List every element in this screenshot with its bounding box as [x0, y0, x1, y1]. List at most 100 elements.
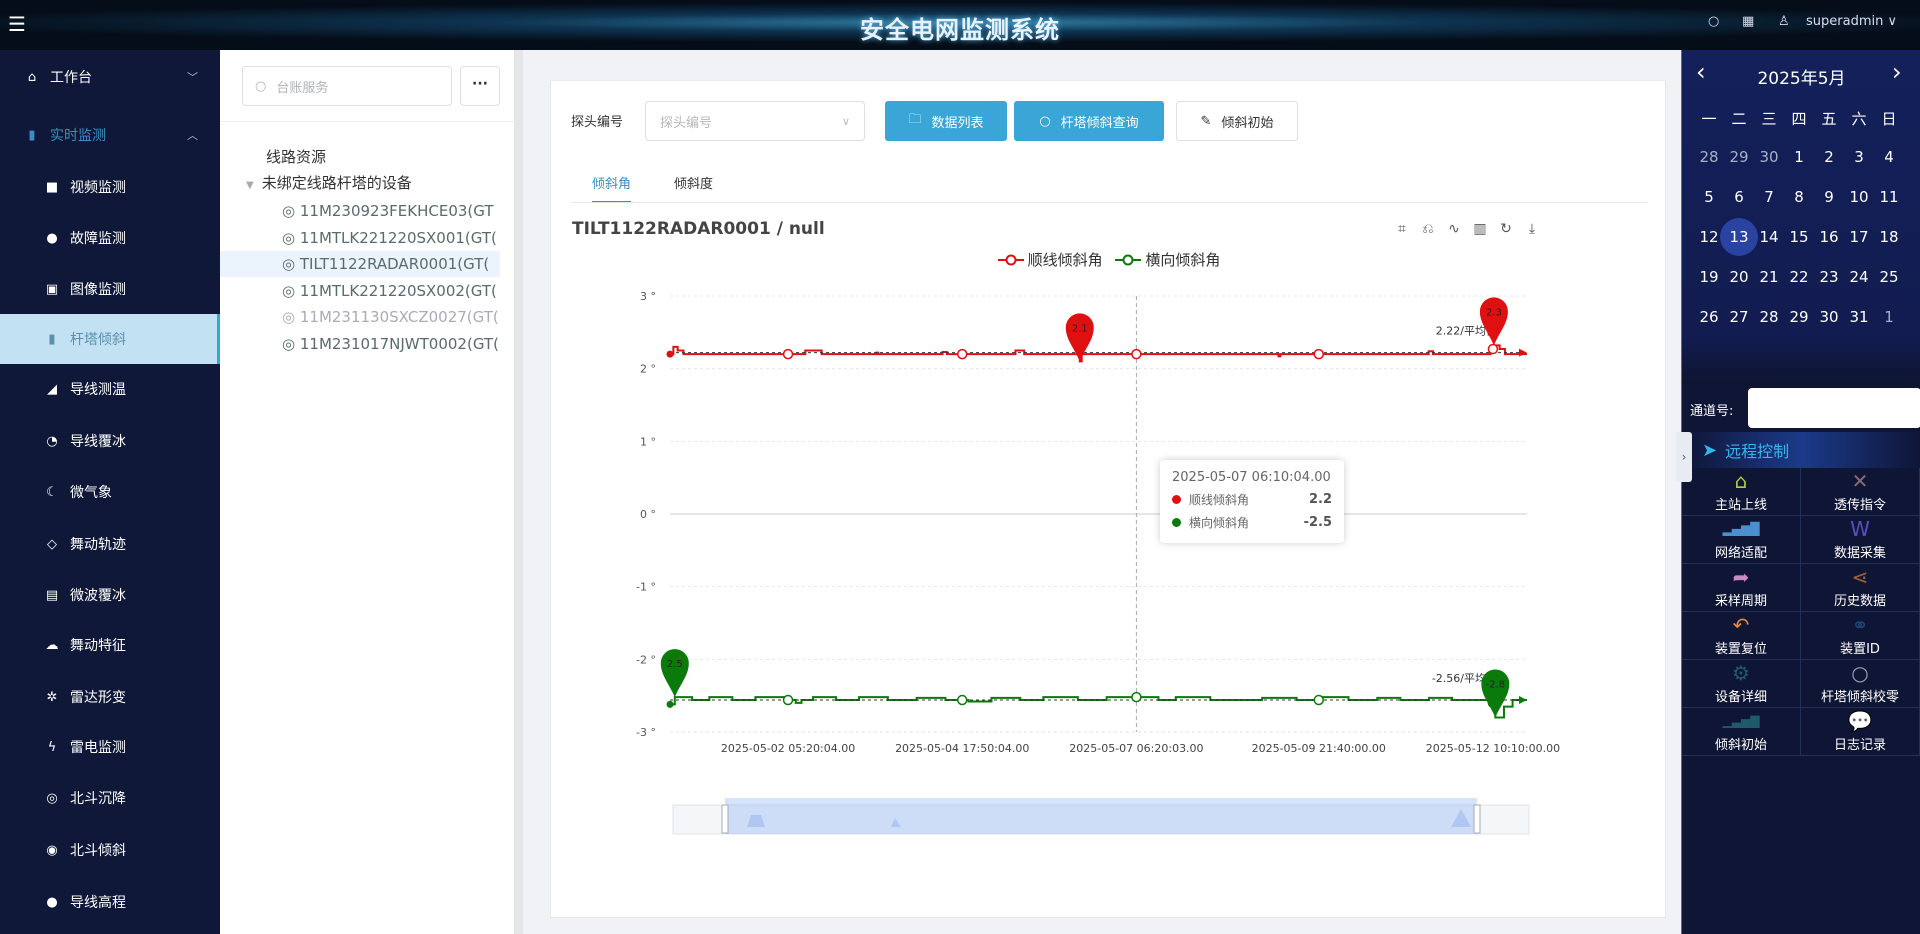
data-point[interactable]	[1131, 691, 1142, 703]
calendar-day[interactable]: 4	[1884, 148, 1894, 166]
user-icon[interactable]: ♙	[1778, 14, 1790, 29]
tilt-init-button[interactable]: ✎ 倾斜初始	[1176, 101, 1298, 141]
sidebar-item[interactable]: ▮ 杆塔倾斜	[0, 314, 220, 364]
remote-command-button[interactable]: ○ 杆塔倾斜校零	[1801, 660, 1920, 708]
sidebar-item[interactable]: ◔ 导线覆冰	[0, 416, 220, 466]
sidebar-item[interactable]: ● 故障监测	[0, 213, 220, 263]
remote-command-button[interactable]: 💬 日志记录	[1801, 708, 1920, 756]
remote-command-button[interactable]: ✕ 透传指令	[1801, 468, 1920, 516]
prev-month-button[interactable]: ‹	[1696, 58, 1706, 86]
zoom-reset-icon[interactable]: ⎌	[1422, 221, 1434, 237]
sidebar-item[interactable]: ◢ 导线测温	[0, 364, 220, 414]
tilt-chart[interactable]: 3 ° 2 ° 1 ° 0 ° -1 ° -2 ° -3 ° 2025-05-02 05:20…	[551, 81, 1667, 919]
tree-device-item[interactable]: ◎ 11MTLK221220SX001(GT(	[220, 225, 500, 251]
calendar-day[interactable]: 1	[1884, 308, 1894, 326]
tree-group[interactable]: ▼ 未绑定线路杆塔的设备	[220, 170, 500, 196]
data-zoom-slider[interactable]	[672, 798, 1530, 835]
data-point[interactable]	[782, 694, 794, 706]
sidebar-item[interactable]: ▤ 微波覆冰	[0, 570, 220, 620]
sidebar-item[interactable]: ■ 视频监测	[0, 162, 220, 212]
sidebar-item[interactable]: ▮ 实时监测 ︿	[0, 110, 220, 160]
more-button[interactable]: ···	[460, 66, 500, 106]
calendar-day[interactable]: 22	[1789, 268, 1809, 286]
calendar-day[interactable]: 17	[1849, 228, 1869, 246]
data-point[interactable]	[956, 348, 968, 360]
user-card-icon[interactable]: ▦	[1742, 14, 1755, 29]
calendar-day[interactable]: 2	[1824, 148, 1834, 166]
calendar-day[interactable]: 28	[1759, 308, 1779, 326]
calendar-day[interactable]: 11	[1879, 188, 1899, 206]
remote-command-button[interactable]: ⚭ 装置ID	[1801, 612, 1920, 660]
sidebar-item[interactable]: ϟ 雷电监测	[0, 722, 220, 772]
remote-command-button[interactable]: ⚙ 设备详细	[1682, 660, 1801, 708]
restore-icon[interactable]: ↻	[1500, 221, 1512, 237]
data-point[interactable]	[1313, 694, 1324, 706]
calendar-day[interactable]: 12	[1699, 228, 1719, 246]
data-point[interactable]	[1487, 343, 1499, 355]
user-menu[interactable]: superadmin ∨	[1806, 14, 1897, 29]
remote-command-button[interactable]: ➦ 采样周期	[1682, 564, 1801, 612]
remote-command-button[interactable]: W 数据采集	[1801, 516, 1920, 564]
legend-item-series-1[interactable]: 顺线倾斜角	[997, 249, 1103, 270]
sidebar-item[interactable]: ● 导线高程	[0, 877, 220, 927]
menu-icon[interactable]: ☰	[8, 12, 26, 36]
zoom-icon[interactable]: ⌗	[1398, 221, 1406, 237]
tree-device-item[interactable]: ◎ 11M231017NJWT0002(GT(	[220, 331, 500, 357]
calendar-day[interactable]: 7	[1764, 188, 1774, 206]
calendar-day-today[interactable]: 13	[1720, 218, 1758, 256]
next-month-button[interactable]: ›	[1892, 58, 1902, 86]
remote-command-button[interactable]: ▂▄▆█ 网络适配	[1682, 516, 1801, 564]
tree-device-item[interactable]: ◎ 11M230923FEKHCE03(GT	[220, 198, 500, 224]
calendar-day[interactable]: 15	[1789, 228, 1809, 246]
calendar-day[interactable]: 26	[1699, 308, 1719, 326]
tree-device-item[interactable]: ◎ 11MTLK221220SX002(GT(	[220, 278, 500, 304]
calendar-day[interactable]: 30	[1819, 308, 1839, 326]
calendar-day[interactable]: 19	[1699, 268, 1719, 286]
data-point[interactable]	[956, 694, 968, 706]
channel-input[interactable]	[1748, 388, 1920, 428]
calendar-day[interactable]: 30	[1759, 148, 1779, 166]
legend-item-series-2[interactable]: 横向倾斜角	[1115, 249, 1220, 270]
calendar-day[interactable]: 23	[1819, 268, 1839, 286]
sidebar-item[interactable]: ☁ 舞动特征	[0, 620, 220, 670]
series-line-1[interactable]	[670, 344, 1527, 363]
calendar-day[interactable]: 21	[1759, 268, 1779, 286]
collapse-panel-button[interactable]: ›	[1676, 432, 1692, 482]
calendar-day[interactable]: 5	[1704, 188, 1714, 206]
sidebar-item[interactable]: ◇ 舞动轨迹	[0, 519, 220, 569]
calendar-day[interactable]: 27	[1729, 308, 1749, 326]
calendar-day[interactable]: 10	[1849, 188, 1869, 206]
data-point[interactable]	[1313, 348, 1324, 360]
sidebar-item[interactable]: ◎ 北斗沉降	[0, 773, 220, 823]
data-point[interactable]	[782, 348, 794, 360]
slider-window[interactable]	[725, 798, 1477, 834]
remote-command-button[interactable]: ↶ 装置复位	[1682, 612, 1801, 660]
calendar-day[interactable]: 29	[1789, 308, 1809, 326]
slider-handle-right[interactable]	[1473, 804, 1481, 834]
remote-command-button[interactable]: ▁▃▅▇ 倾斜初始	[1682, 708, 1801, 756]
calendar-day[interactable]: 20	[1729, 268, 1749, 286]
bar-chart-icon[interactable]: ▥	[1473, 221, 1487, 237]
tree-device-item[interactable]: ◎ 11M231130SXCZ0027(GT(	[220, 304, 500, 330]
calendar-day[interactable]: 29	[1729, 148, 1749, 166]
sidebar-item[interactable]: ✲ 雷达形变	[0, 672, 220, 722]
remote-command-button[interactable]: ⋖ 历史数据	[1801, 564, 1920, 612]
download-icon[interactable]: ⤓	[1528, 221, 1536, 237]
data-point[interactable]	[1131, 348, 1142, 360]
tree-root[interactable]: 线路资源	[266, 148, 327, 166]
sidebar-item[interactable]: ☾ 微气象	[0, 467, 220, 517]
calendar-day[interactable]: 1	[1794, 148, 1804, 166]
calendar-day[interactable]: 8	[1794, 188, 1804, 206]
calendar-day[interactable]: 28	[1699, 148, 1719, 166]
probe-select[interactable]: 探头编号 ∨	[645, 101, 865, 141]
slider-handle-left[interactable]	[721, 804, 729, 834]
search-icon[interactable]: ○	[1708, 14, 1720, 29]
line-chart-icon[interactable]: ∿	[1448, 221, 1460, 237]
calendar-day[interactable]: 16	[1819, 228, 1839, 246]
calendar-day[interactable]: 25	[1879, 268, 1899, 286]
sidebar-item[interactable]: ▣ 图像监测	[0, 264, 220, 314]
calendar-day[interactable]: 3	[1854, 148, 1864, 166]
calendar-day[interactable]: 18	[1879, 228, 1899, 246]
calendar-day[interactable]: 14	[1759, 228, 1779, 246]
tilt-query-button[interactable]: ○ 杆塔倾斜查询	[1014, 101, 1164, 141]
